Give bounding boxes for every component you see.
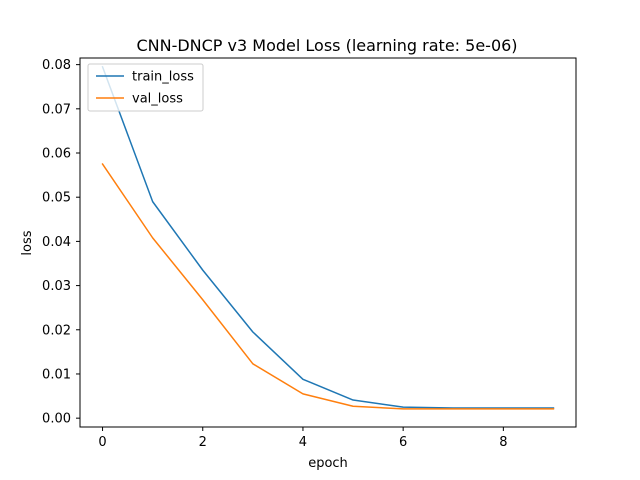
x-tick-label: 8	[499, 435, 507, 450]
legend-label-val-loss: val_loss	[132, 92, 183, 107]
x-tick-label: 0	[98, 435, 106, 450]
y-tick-label: 0.08	[42, 58, 71, 73]
y-tick-label: 0.05	[42, 191, 71, 206]
chart-title: CNN-DNCP v3 Model Loss (learning rate: 5…	[136, 36, 517, 55]
y-tick-label: 0.03	[42, 279, 71, 294]
x-axis: 0 2 4 6 8	[98, 427, 507, 450]
y-tick-label: 0.06	[42, 147, 71, 162]
y-tick-label: 0.01	[42, 367, 71, 382]
x-tick-label: 6	[399, 435, 407, 450]
x-tick-label: 4	[299, 435, 307, 450]
y-tick-label: 0.04	[42, 235, 71, 250]
plot-frame	[79, 57, 577, 428]
series-line-train-loss	[101, 65, 555, 409]
y-tick-label: 0.00	[42, 412, 71, 427]
y-tick-label: 0.07	[42, 102, 71, 117]
y-tick-label: 0.02	[42, 323, 71, 338]
y-axis-label: loss	[20, 230, 35, 255]
series-line-val-loss	[101, 163, 555, 410]
x-tick-label: 2	[199, 435, 207, 450]
legend: train_loss val_loss	[87, 63, 204, 112]
x-axis-label: epoch	[308, 456, 348, 471]
legend-label-train-loss: train_loss	[132, 70, 194, 85]
series-layer	[101, 65, 555, 410]
y-axis: 0.00 0.01 0.02 0.03 0.04 0.05 0.06 0.07 0.08	[42, 58, 80, 427]
